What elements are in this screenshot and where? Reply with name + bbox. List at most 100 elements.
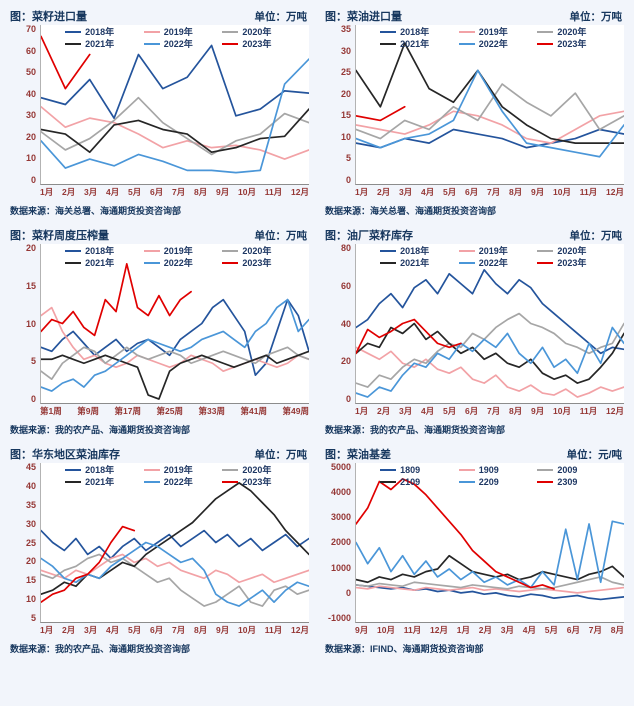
- x-tick-label: 7月: [487, 187, 501, 197]
- series-line-2209: [356, 521, 624, 587]
- x-tick-label: 4月: [421, 187, 435, 197]
- x-tick-label: 7月: [172, 187, 186, 197]
- x-tick-label: 第25周: [156, 406, 183, 416]
- series-line-2023年: [356, 107, 405, 121]
- series-line-2309: [356, 479, 554, 589]
- x-tick-label: 1月: [456, 625, 470, 635]
- plot-area: 2018年 2019年 2020年 2021年 2022年 2023年: [40, 463, 309, 623]
- series-line-1809: [356, 585, 624, 600]
- x-tick-label: 7月: [172, 625, 186, 635]
- x-tick-label: 10月: [377, 625, 395, 635]
- y-tick-label: 20: [25, 131, 36, 142]
- x-tick-label: 第1周: [40, 406, 62, 416]
- series-line-2022年: [41, 543, 309, 607]
- series-line-2023年: [41, 264, 191, 336]
- x-tick-label: 7月: [588, 625, 602, 635]
- y-tick-label: 35: [340, 24, 351, 34]
- series-line-2019年: [41, 554, 309, 582]
- source-caption: 数据来源：我的农产品、海通期货投资咨询部: [10, 644, 191, 654]
- x-tick-label: 2月: [478, 625, 492, 635]
- chart-title: 图：菜籽周度压榨量: [10, 230, 109, 242]
- series-line-2009: [356, 577, 624, 589]
- x-tick-label: 4月: [106, 187, 120, 197]
- x-tick-label: 12月: [430, 625, 448, 635]
- y-tick-label: 15: [25, 575, 36, 586]
- y-tick-label: 0: [345, 587, 351, 598]
- x-tick-label: 1月: [355, 406, 369, 416]
- series-line-2020年: [356, 314, 624, 388]
- y-tick-label: 10: [25, 318, 36, 329]
- y-axis: 45 40 35 30 25 20 15 10 5: [10, 463, 40, 623]
- x-tick-label: 6月: [465, 187, 479, 197]
- x-axis: 1月 2月 3月 4月 5月 6月 7月 8月 9月 10月 11月 12月: [40, 185, 309, 198]
- series-line-2022年: [41, 59, 309, 173]
- chart-header: 图：油厂菜籽库存 单位：万吨: [325, 227, 624, 244]
- x-tick-label: 8月: [509, 187, 523, 197]
- x-tick-label: 第33周: [198, 406, 225, 416]
- x-tick-label: 6月: [150, 625, 164, 635]
- x-tick-label: 2月: [377, 187, 391, 197]
- y-tick-label: 4000: [330, 487, 351, 498]
- x-tick-label: 3月: [399, 406, 413, 416]
- plot-row: 5000 4000 3000 2000 1000 0 -1000 1809 1909 2009 2…: [325, 463, 624, 623]
- y-tick-label: 40: [25, 88, 36, 99]
- y-tick-label: 15: [25, 280, 36, 291]
- x-tick-label: 8月: [194, 625, 208, 635]
- x-tick-label: 6月: [566, 625, 580, 635]
- chart-card-east-china-oil-inventory: 图：华东地区菜油库存 单位：万吨 45 40 35 30 25 20 15 10 5 2018年…: [10, 446, 309, 655]
- series-line-2019年: [41, 107, 309, 159]
- x-tick-label: 5月: [128, 187, 142, 197]
- series-line-2019年: [356, 347, 624, 397]
- chart-canvas: [356, 25, 624, 184]
- series-line-2022年: [41, 300, 309, 391]
- y-tick-label: 40: [25, 480, 36, 491]
- series-line-2018年: [41, 300, 309, 376]
- chart-canvas: [41, 463, 309, 622]
- charts-grid: 图：菜籽进口量 单位：万吨 70 60 50 40 30 20 10 0 2018年 2019年…: [10, 8, 624, 655]
- x-tick-label: 2月: [377, 406, 391, 416]
- y-tick-label: 0: [345, 394, 351, 404]
- series-line-2022年: [356, 327, 624, 397]
- series-line-2021年: [41, 351, 309, 399]
- x-axis: 1月 2月 3月 4月 5月 6月 7月 8月 9月 10月 11月 12月: [40, 623, 309, 636]
- y-tick-label: 5000: [330, 462, 351, 472]
- y-tick-label: 50: [25, 67, 36, 78]
- chart-canvas: [41, 244, 309, 403]
- x-tick-label: 2月: [62, 625, 76, 635]
- x-tick-label: 4月: [106, 625, 120, 635]
- y-tick-label: 70: [25, 24, 36, 34]
- y-tick-label: 60: [25, 45, 36, 56]
- y-tick-label: 5: [30, 613, 36, 623]
- y-tick-label: 5: [345, 153, 351, 164]
- x-tick-label: 11月: [579, 187, 598, 197]
- x-tick-label: 4月: [421, 406, 435, 416]
- x-tick-label: 11月: [264, 187, 283, 197]
- series-line-2019年: [356, 111, 624, 143]
- unit-label: 单位：万吨: [569, 11, 623, 23]
- y-tick-label: 0: [345, 174, 351, 185]
- x-tick-label: 8月: [194, 187, 208, 197]
- series-line-2020年: [41, 347, 309, 379]
- x-tick-label: 10月: [238, 187, 256, 197]
- source-caption: 数据来源：我的农产品、海通期货投资咨询部: [325, 425, 506, 435]
- x-tick-label: 5月: [443, 187, 457, 197]
- chart-canvas: [356, 244, 624, 403]
- unit-label: 单位：万吨: [254, 449, 308, 461]
- series-line-2023年: [41, 36, 90, 88]
- y-tick-label: 20: [25, 556, 36, 567]
- plot-row: 20 15 10 5 0 2018年 2019年 2020年 2021年 2022年 2023年: [10, 244, 309, 404]
- x-tick-label: 3月: [500, 625, 514, 635]
- x-tick-label: 9月: [216, 187, 230, 197]
- y-tick-label: 30: [25, 518, 36, 529]
- plot-area: 2018年 2019年 2020年 2021年 2022年 2023年: [40, 244, 309, 404]
- plot-area: 2018年 2019年 2020年 2021年 2022年 2023年: [355, 244, 624, 404]
- y-tick-label: -1000: [327, 612, 351, 623]
- x-tick-label: 3月: [84, 187, 98, 197]
- chart-header: 图：菜籽周度压榨量 单位：万吨: [10, 227, 309, 244]
- y-tick-label: 1000: [330, 562, 351, 573]
- y-tick-label: 80: [340, 243, 351, 253]
- chart-card-weekly-crush-volume: 图：菜籽周度压榨量 单位：万吨 20 15 10 5 0 2018年 2019年 2020年…: [10, 227, 309, 436]
- y-tick-label: 5: [30, 356, 36, 367]
- source-caption: 数据来源：海关总署、海通期货投资咨询部: [325, 206, 497, 216]
- series-line-2021年: [356, 43, 624, 143]
